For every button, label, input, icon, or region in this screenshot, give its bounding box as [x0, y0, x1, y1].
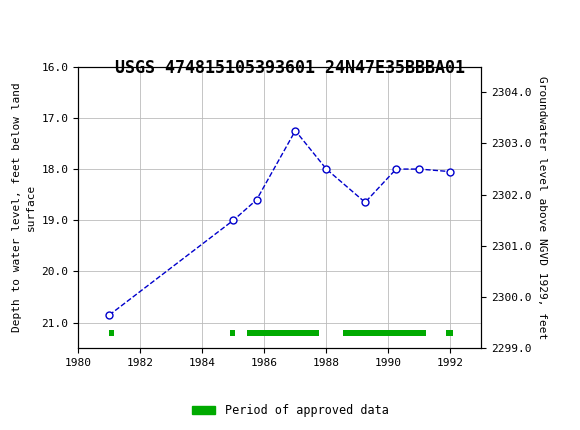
Bar — [109, 330, 114, 336]
Text: USGS 474815105393601 24N47E35BBBA01: USGS 474815105393601 24N47E35BBBA01 — [115, 59, 465, 77]
Y-axis label: Depth to water level, feet below land
surface: Depth to water level, feet below land su… — [12, 83, 36, 332]
Y-axis label: Groundwater level above NGVD 1929, feet: Groundwater level above NGVD 1929, feet — [537, 76, 547, 339]
Bar — [247, 330, 318, 336]
Bar — [230, 330, 235, 336]
Bar — [343, 330, 426, 336]
Text: ▒USGS: ▒USGS — [9, 12, 63, 33]
Bar — [446, 330, 454, 336]
Legend: Period of approved data: Period of approved data — [187, 399, 393, 422]
